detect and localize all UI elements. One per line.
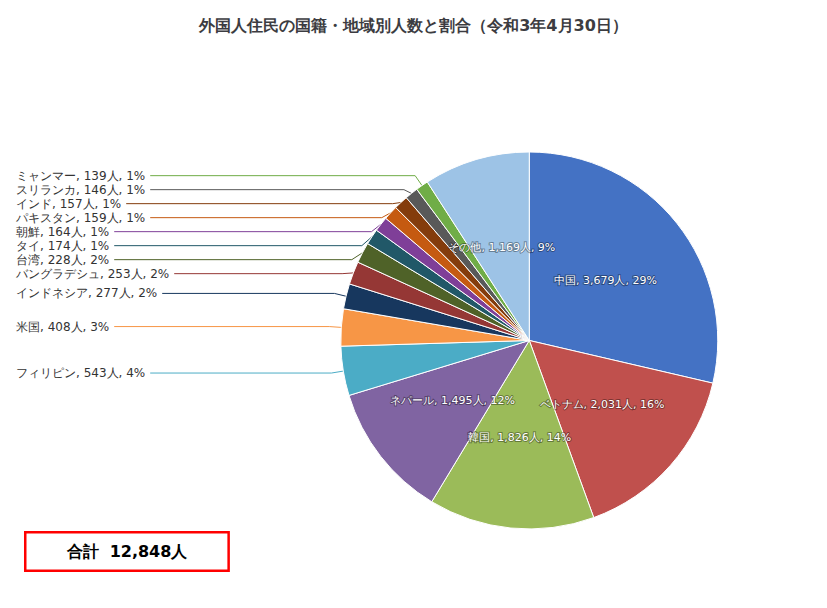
svg-text:ベトナム, 2,031人, 16%: ベトナム, 2,031人, 16% xyxy=(540,398,665,411)
svg-text:フィリピン, 543人, 4%: フィリピン, 543人, 4% xyxy=(16,366,145,380)
svg-text:朝鮮, 164人, 1%: 朝鮮, 164人, 1% xyxy=(16,225,109,239)
svg-text:タイ, 174人, 1%: タイ, 174人, 1% xyxy=(16,239,109,253)
svg-text:台湾, 228人, 2%: 台湾, 228人, 2% xyxy=(16,253,109,267)
svg-text:パキスタン, 159人, 1%: パキスタン, 159人, 1% xyxy=(15,211,145,225)
svg-text:米国, 408人, 3%: 米国, 408人, 3% xyxy=(16,320,109,334)
svg-text:インド, 157人, 1%: インド, 157人, 1% xyxy=(16,197,121,211)
svg-text:韓国, 1,826人, 14%: 韓国, 1,826人, 14% xyxy=(468,431,571,444)
svg-text:インドネシア, 277人, 2%: インドネシア, 277人, 2% xyxy=(16,286,157,300)
svg-text:合計 12,848人: 合計 12,848人 xyxy=(66,542,189,561)
svg-text:スリランカ, 146人, 1%: スリランカ, 146人, 1% xyxy=(16,183,145,197)
svg-text:外国人住民の国籍・地域別人数と割合（令和3年4月30日）: 外国人住民の国籍・地域別人数と割合（令和3年4月30日） xyxy=(198,16,628,35)
svg-text:バングラデシュ, 253人, 2%: バングラデシュ, 253人, 2% xyxy=(15,267,169,281)
svg-text:ネパール, 1,495人, 12%: ネパール, 1,495人, 12% xyxy=(390,394,515,407)
svg-text:中国, 3,679人, 29%: 中国, 3,679人, 29% xyxy=(554,274,657,287)
svg-text:その他, 1,169人, 9%: その他, 1,169人, 9% xyxy=(448,241,555,254)
svg-text:ミャンマー, 139人, 1%: ミャンマー, 139人, 1% xyxy=(16,169,145,183)
